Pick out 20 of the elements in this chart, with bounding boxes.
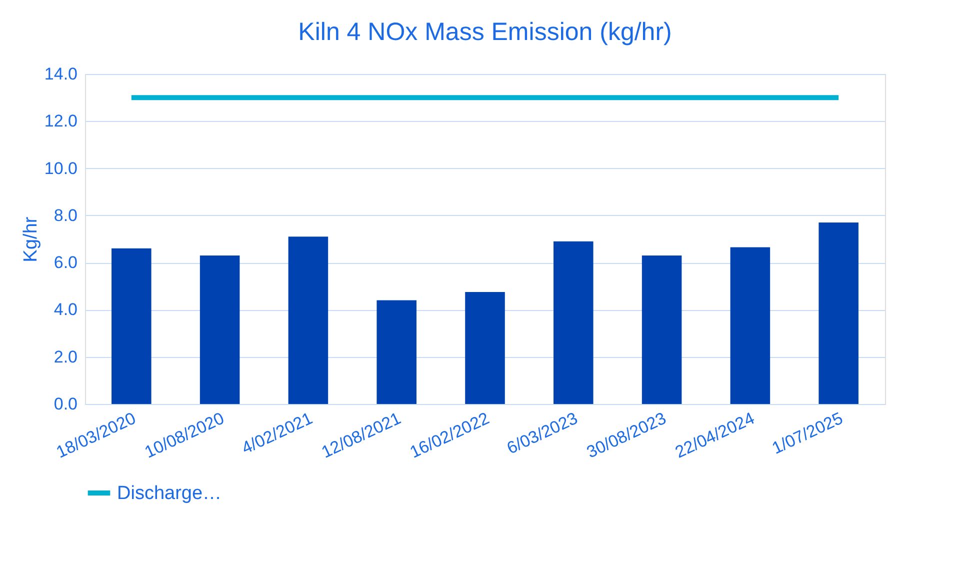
y-tick-label: 4.0	[54, 300, 78, 320]
bar	[642, 256, 682, 404]
bar	[288, 236, 328, 404]
bar	[554, 241, 594, 404]
legend-label: Discharge…	[117, 483, 222, 504]
y-tick-label: 10.0	[44, 158, 78, 178]
bar	[376, 300, 416, 404]
y-tick-label: 14.0	[44, 64, 78, 84]
bar	[465, 292, 505, 404]
chart-title: Kiln 4 NOx Mass Emission (kg/hr)	[298, 18, 672, 46]
bar	[730, 247, 770, 404]
bar	[200, 256, 240, 404]
bar	[818, 222, 858, 404]
bar	[112, 248, 152, 404]
y-tick-label: 8.0	[54, 206, 78, 225]
y-axis-title: Kg/hr	[20, 216, 42, 262]
y-tick-label: 2.0	[54, 347, 78, 366]
y-tick-label: 6.0	[54, 253, 78, 272]
y-tick-label: 0.0	[54, 394, 78, 414]
y-tick-label: 12.0	[44, 112, 78, 131]
